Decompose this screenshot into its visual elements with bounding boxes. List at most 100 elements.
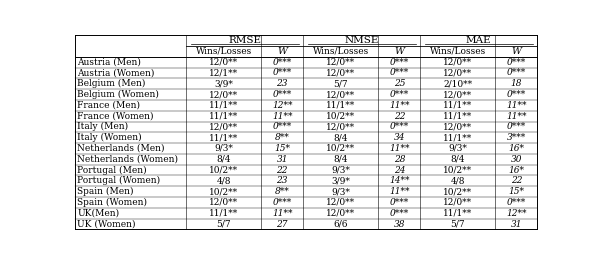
Text: 5/7: 5/7 bbox=[217, 219, 231, 229]
Text: 23: 23 bbox=[276, 79, 288, 88]
Text: 11/1**: 11/1** bbox=[443, 209, 472, 218]
Text: 22: 22 bbox=[510, 176, 522, 185]
Text: 24: 24 bbox=[393, 166, 405, 174]
Text: 12/0**: 12/0** bbox=[326, 58, 355, 67]
Text: 0***: 0*** bbox=[390, 209, 409, 218]
Text: Wins/Losses: Wins/Losses bbox=[313, 47, 369, 56]
Text: Spain (Men): Spain (Men) bbox=[78, 187, 134, 196]
Text: Wins/Losses: Wins/Losses bbox=[430, 47, 486, 56]
Text: 8/4: 8/4 bbox=[334, 155, 348, 164]
Text: 28: 28 bbox=[393, 155, 405, 164]
Text: 0***: 0*** bbox=[273, 90, 292, 99]
Text: 0***: 0*** bbox=[507, 90, 526, 99]
Text: 0***: 0*** bbox=[390, 122, 409, 131]
Text: 10/2**: 10/2** bbox=[326, 144, 355, 153]
Text: 11/1**: 11/1** bbox=[209, 112, 238, 121]
Text: UK (Women): UK (Women) bbox=[78, 219, 136, 229]
Text: W: W bbox=[395, 47, 404, 56]
Text: 0***: 0*** bbox=[390, 68, 409, 77]
Text: 14**: 14** bbox=[389, 176, 410, 185]
Text: 0***: 0*** bbox=[273, 58, 292, 67]
Text: 9/3*: 9/3* bbox=[448, 144, 467, 153]
Text: 12/0**: 12/0** bbox=[209, 198, 238, 207]
Text: W: W bbox=[277, 47, 287, 56]
Text: 0***: 0*** bbox=[507, 122, 526, 131]
Text: 12**: 12** bbox=[272, 101, 293, 110]
Text: Belgium (Women): Belgium (Women) bbox=[78, 90, 159, 99]
Text: 31: 31 bbox=[510, 219, 522, 229]
Text: France (Women): France (Women) bbox=[78, 112, 154, 121]
Text: Netherlands (Women): Netherlands (Women) bbox=[78, 155, 179, 164]
Text: Portugal (Women): Portugal (Women) bbox=[78, 176, 161, 185]
Text: 12/0**: 12/0** bbox=[326, 209, 355, 218]
Text: 3/9*: 3/9* bbox=[214, 79, 233, 88]
Text: Portugal (Men): Portugal (Men) bbox=[78, 166, 147, 175]
Text: 12/0**: 12/0** bbox=[209, 90, 238, 99]
Text: W: W bbox=[512, 47, 521, 56]
Text: 12/0**: 12/0** bbox=[209, 122, 238, 131]
Text: Belgium (Men): Belgium (Men) bbox=[78, 79, 146, 88]
Text: 11**: 11** bbox=[272, 209, 293, 218]
Text: 16*: 16* bbox=[509, 144, 524, 153]
Text: MAE: MAE bbox=[466, 36, 491, 45]
Text: 12/0**: 12/0** bbox=[326, 122, 355, 131]
Text: 22: 22 bbox=[393, 112, 405, 121]
Text: 8/4: 8/4 bbox=[451, 155, 465, 164]
Text: 12/0**: 12/0** bbox=[326, 198, 355, 207]
Text: 0***: 0*** bbox=[507, 198, 526, 207]
Text: 10/2**: 10/2** bbox=[444, 187, 472, 196]
Text: 6/6: 6/6 bbox=[334, 219, 348, 229]
Text: 5/7: 5/7 bbox=[451, 219, 465, 229]
Text: Italy (Men): Italy (Men) bbox=[78, 122, 128, 132]
Text: 11/1**: 11/1** bbox=[443, 133, 472, 142]
Text: 3***: 3*** bbox=[507, 133, 526, 142]
Text: 10/2**: 10/2** bbox=[209, 187, 238, 196]
Text: 23: 23 bbox=[276, 176, 288, 185]
Text: 12/0**: 12/0** bbox=[444, 122, 472, 131]
Text: 11**: 11** bbox=[272, 112, 293, 121]
Text: 12**: 12** bbox=[506, 209, 527, 218]
Text: 9/3*: 9/3* bbox=[331, 166, 350, 174]
Text: Spain (Women): Spain (Women) bbox=[78, 198, 147, 207]
Text: 8**: 8** bbox=[275, 133, 290, 142]
Text: 3/9*: 3/9* bbox=[331, 176, 350, 185]
Text: France (Men): France (Men) bbox=[78, 101, 140, 110]
Text: 18: 18 bbox=[510, 79, 522, 88]
Text: 0***: 0*** bbox=[390, 198, 409, 207]
Text: NMSE: NMSE bbox=[344, 36, 379, 45]
Text: 25: 25 bbox=[393, 79, 405, 88]
Text: 0***: 0*** bbox=[507, 68, 526, 77]
Text: 16*: 16* bbox=[509, 166, 524, 174]
Text: Austria (Women): Austria (Women) bbox=[78, 68, 155, 77]
Text: 31: 31 bbox=[276, 155, 288, 164]
Text: 0***: 0*** bbox=[390, 58, 409, 67]
Text: Netherlands (Men): Netherlands (Men) bbox=[78, 144, 165, 153]
Text: 0***: 0*** bbox=[507, 58, 526, 67]
Text: RMSE: RMSE bbox=[228, 36, 261, 45]
Text: 11/1**: 11/1** bbox=[443, 101, 472, 110]
Text: 12/0**: 12/0** bbox=[326, 90, 355, 99]
Text: 12/0**: 12/0** bbox=[326, 68, 355, 77]
Text: 10/2**: 10/2** bbox=[326, 112, 355, 121]
Text: 12/0**: 12/0** bbox=[444, 90, 472, 99]
Text: 12/0**: 12/0** bbox=[444, 68, 472, 77]
Text: 2/10**: 2/10** bbox=[444, 79, 472, 88]
Text: 11/1**: 11/1** bbox=[209, 133, 238, 142]
Text: 12/0**: 12/0** bbox=[444, 58, 472, 67]
Text: UK(Men): UK(Men) bbox=[78, 209, 119, 218]
Text: 5/7: 5/7 bbox=[334, 79, 348, 88]
Text: 11/1**: 11/1** bbox=[443, 112, 472, 121]
Text: Austria (Men): Austria (Men) bbox=[78, 58, 141, 67]
Text: 0***: 0*** bbox=[273, 68, 292, 77]
Text: 30: 30 bbox=[510, 155, 522, 164]
Text: 11**: 11** bbox=[506, 101, 527, 110]
Text: 0***: 0*** bbox=[273, 198, 292, 207]
Text: 9/3*: 9/3* bbox=[214, 144, 233, 153]
Text: 0***: 0*** bbox=[273, 122, 292, 131]
Text: 22: 22 bbox=[276, 166, 288, 174]
Text: 8/4: 8/4 bbox=[334, 133, 348, 142]
Text: 4/8: 4/8 bbox=[451, 176, 465, 185]
Text: 11**: 11** bbox=[389, 144, 410, 153]
Text: 8/4: 8/4 bbox=[217, 155, 231, 164]
Text: 10/2**: 10/2** bbox=[444, 166, 472, 174]
